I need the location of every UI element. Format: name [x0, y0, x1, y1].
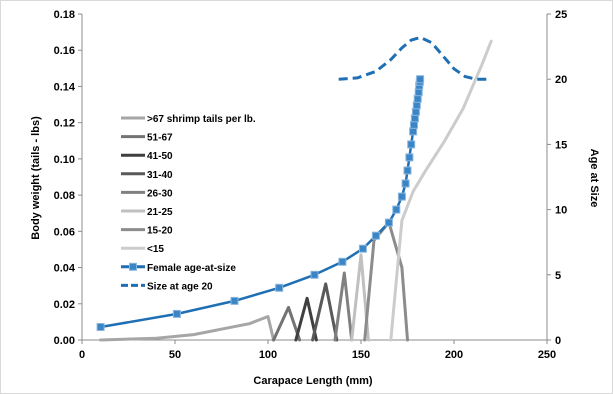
y-right-tick-label: 0	[555, 335, 561, 347]
series-8-point	[410, 120, 418, 129]
legend-label-6: 15-20	[147, 226, 173, 237]
y-axis-left-title: Body weight (tails - lbs)	[30, 116, 42, 240]
series-3-line	[311, 282, 339, 342]
y-right-tick-label: 10	[555, 205, 567, 217]
y-left-tick-label: 0.02	[54, 299, 75, 311]
x-tick-label: 250	[538, 349, 556, 361]
series-8-point	[405, 153, 414, 162]
legend-label-8: Female age-at-size	[147, 263, 236, 274]
series-8-point	[407, 140, 416, 149]
series-8-point	[397, 192, 406, 201]
y-left-tick-label: 0.14	[54, 81, 76, 93]
series-8-point	[172, 309, 181, 318]
y-left-tick-label: 0.12	[54, 118, 75, 130]
y-left-tick-label: 0.06	[54, 226, 75, 238]
series-0-line	[99, 315, 276, 342]
series-8-point	[410, 114, 419, 123]
series-8-point	[371, 231, 380, 240]
series-1-line	[272, 305, 302, 342]
legend-label-4: 26-30	[147, 188, 173, 199]
y-axis-right-title: Age at Size	[588, 149, 600, 208]
series-8-point	[384, 218, 393, 227]
y-left-tick-label: 0.00	[54, 335, 75, 347]
x-tick-label: 0	[79, 349, 85, 361]
series-8-point	[230, 296, 239, 305]
series-8-point	[411, 107, 420, 116]
y-left-tick-label: 0.08	[54, 190, 75, 202]
series-8-point	[403, 166, 412, 175]
y-left-tick-label: 0.10	[54, 154, 75, 166]
series-8-point	[392, 205, 401, 214]
y-right-tick-label: 5	[555, 270, 561, 282]
series-8-point	[414, 88, 423, 97]
series-8-point	[338, 257, 347, 266]
x-tick-label: 150	[352, 349, 370, 361]
series-8-point	[310, 270, 319, 279]
x-tick-label: 50	[169, 349, 181, 361]
x-axis-title: Carapace Length (mm)	[253, 375, 373, 387]
series-8-point	[409, 127, 418, 136]
legend-label-3: 31-40	[147, 170, 173, 181]
y-right-tick-label: 15	[555, 139, 567, 151]
legend-label-7: <15	[147, 244, 164, 255]
y-left-tick-label: 0.18	[54, 9, 75, 21]
series-4-line	[333, 271, 354, 342]
series-8-point	[413, 94, 422, 103]
series-8-point	[275, 283, 284, 292]
series-9-line	[338, 36, 492, 81]
series-8-point	[416, 75, 425, 84]
series-7-line	[389, 39, 493, 342]
series-8-point	[358, 244, 367, 253]
legend-label-5: 21-25	[147, 207, 173, 218]
x-tick-label: 100	[259, 349, 277, 361]
series-8-point	[96, 323, 105, 331]
legend-label-0: >67 shrimp tails per lb.	[147, 114, 256, 125]
series-8-point	[401, 179, 410, 188]
series-2-line	[294, 296, 318, 342]
y-left-tick-label: 0.04	[54, 263, 76, 275]
legend-label-2: 41-50	[147, 151, 173, 162]
legend-marker-8	[129, 262, 137, 271]
x-tick-label: 200	[445, 349, 463, 361]
legend-label-9: Size at age 20	[147, 281, 213, 292]
y-right-tick-label: 20	[555, 74, 567, 86]
y-right-tick-label: 25	[555, 9, 567, 21]
y-left-tick-label: 0.16	[54, 45, 75, 57]
legend-label-1: 51-67	[147, 133, 173, 144]
series-8-point	[412, 101, 421, 110]
